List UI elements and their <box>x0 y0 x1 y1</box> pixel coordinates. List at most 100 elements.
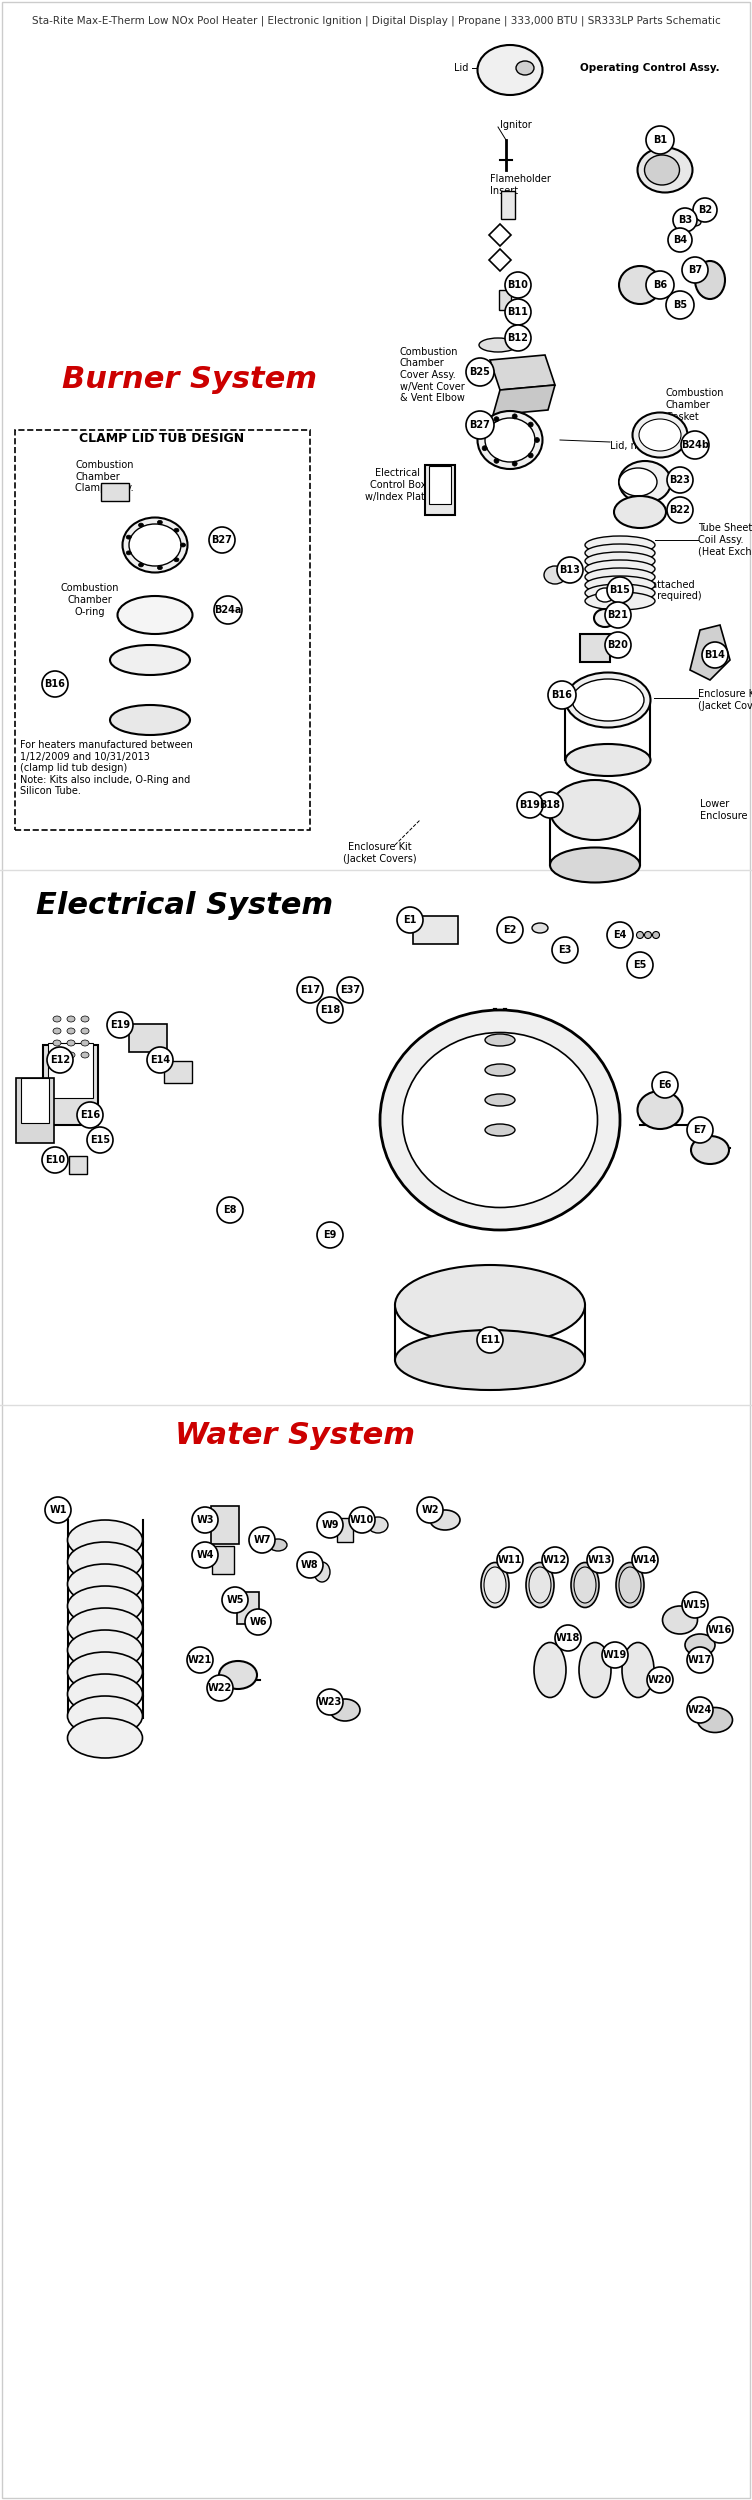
Circle shape <box>548 680 576 710</box>
Text: W23: W23 <box>318 1698 342 1708</box>
Ellipse shape <box>689 217 701 225</box>
FancyBboxPatch shape <box>129 1025 167 1052</box>
FancyBboxPatch shape <box>101 482 129 500</box>
Text: W13: W13 <box>588 1555 612 1565</box>
Ellipse shape <box>68 1608 142 1648</box>
Circle shape <box>537 792 563 818</box>
Ellipse shape <box>571 1562 599 1608</box>
Ellipse shape <box>639 420 681 450</box>
Text: B23: B23 <box>669 475 690 485</box>
Ellipse shape <box>478 45 542 95</box>
Circle shape <box>192 1542 218 1568</box>
Circle shape <box>607 578 633 602</box>
Ellipse shape <box>110 645 190 675</box>
Ellipse shape <box>53 1052 61 1058</box>
Text: E19: E19 <box>110 1020 130 1030</box>
Ellipse shape <box>479 338 517 352</box>
Circle shape <box>397 908 423 932</box>
Ellipse shape <box>594 610 616 628</box>
Text: B13: B13 <box>559 565 581 575</box>
Ellipse shape <box>53 1015 61 1022</box>
Circle shape <box>542 1548 568 1572</box>
Text: W22: W22 <box>208 1682 232 1692</box>
Text: Combustion
Chamber
O-ring: Combustion Chamber O-ring <box>61 582 120 618</box>
Circle shape <box>652 1072 678 1098</box>
Circle shape <box>207 1675 233 1700</box>
Ellipse shape <box>67 1015 75 1022</box>
Ellipse shape <box>485 418 535 462</box>
Ellipse shape <box>126 550 131 555</box>
Ellipse shape <box>129 525 181 565</box>
FancyBboxPatch shape <box>43 1045 98 1125</box>
Circle shape <box>192 1508 218 1532</box>
Ellipse shape <box>695 260 725 300</box>
Circle shape <box>607 922 633 948</box>
Ellipse shape <box>314 1562 330 1582</box>
Circle shape <box>505 300 531 325</box>
Ellipse shape <box>81 1015 89 1022</box>
Text: Water System: Water System <box>175 1420 415 1450</box>
Ellipse shape <box>619 468 657 495</box>
Ellipse shape <box>485 1065 515 1075</box>
Circle shape <box>497 1548 523 1572</box>
Ellipse shape <box>516 60 534 75</box>
Text: Electrical System: Electrical System <box>36 890 334 920</box>
Ellipse shape <box>81 1052 89 1058</box>
Circle shape <box>668 228 692 253</box>
Circle shape <box>707 1618 733 1642</box>
Text: Burner System: Burner System <box>62 365 317 395</box>
Ellipse shape <box>67 1040 75 1045</box>
Text: W15: W15 <box>683 1600 707 1610</box>
Ellipse shape <box>644 932 651 938</box>
Circle shape <box>217 1198 243 1222</box>
Text: W14: W14 <box>633 1555 657 1565</box>
Text: W2: W2 <box>421 1505 438 1515</box>
Text: W17: W17 <box>688 1655 712 1665</box>
Text: E16: E16 <box>80 1110 100 1120</box>
Ellipse shape <box>482 445 487 450</box>
FancyBboxPatch shape <box>164 1060 192 1082</box>
Text: B18: B18 <box>539 800 560 810</box>
Text: W20: W20 <box>648 1675 672 1685</box>
Ellipse shape <box>402 1032 598 1208</box>
Text: Enclosure Kit
(Jacket Covers): Enclosure Kit (Jacket Covers) <box>343 842 417 862</box>
Text: Electrical
Control Box
w/Index Plate: Electrical Control Box w/Index Plate <box>365 468 431 502</box>
Ellipse shape <box>663 1605 698 1635</box>
Text: B24a: B24a <box>214 605 241 615</box>
Text: W24: W24 <box>688 1705 712 1715</box>
Circle shape <box>317 1222 343 1248</box>
Ellipse shape <box>566 672 650 727</box>
Ellipse shape <box>550 848 640 882</box>
Ellipse shape <box>380 1010 620 1230</box>
Ellipse shape <box>653 932 660 938</box>
Ellipse shape <box>67 1052 75 1058</box>
Ellipse shape <box>532 922 548 932</box>
Text: B1: B1 <box>653 135 667 145</box>
Text: B3: B3 <box>678 215 692 225</box>
Ellipse shape <box>485 1035 515 1045</box>
Ellipse shape <box>68 1695 142 1735</box>
FancyBboxPatch shape <box>580 635 610 662</box>
Ellipse shape <box>585 568 655 585</box>
Text: B20: B20 <box>608 640 629 650</box>
Ellipse shape <box>68 1675 142 1715</box>
Ellipse shape <box>53 1040 61 1045</box>
Text: W7: W7 <box>253 1535 271 1545</box>
Circle shape <box>693 198 717 222</box>
Polygon shape <box>489 250 511 270</box>
Text: Combustion
Chamber
Clamp Assy.: Combustion Chamber Clamp Assy. <box>75 460 134 492</box>
FancyBboxPatch shape <box>425 465 455 515</box>
FancyBboxPatch shape <box>21 1078 49 1122</box>
Ellipse shape <box>494 418 499 422</box>
Text: E12: E12 <box>50 1055 70 1065</box>
Circle shape <box>555 1625 581 1650</box>
Circle shape <box>297 1552 323 1578</box>
Circle shape <box>667 468 693 492</box>
Circle shape <box>587 1548 613 1572</box>
Polygon shape <box>493 385 555 415</box>
Circle shape <box>687 1118 713 1142</box>
Ellipse shape <box>68 1520 142 1560</box>
Ellipse shape <box>585 585 655 602</box>
Text: B16: B16 <box>551 690 572 700</box>
Circle shape <box>687 1698 713 1722</box>
